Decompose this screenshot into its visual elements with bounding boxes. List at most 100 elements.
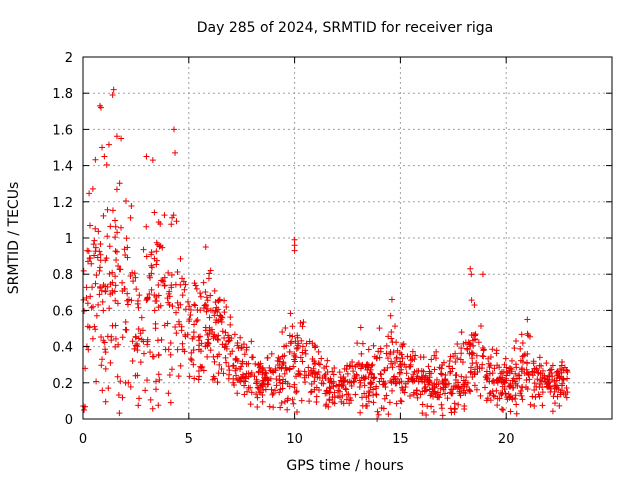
data-point	[187, 312, 194, 319]
data-point	[381, 367, 388, 374]
data-point	[218, 365, 225, 372]
data-point	[392, 323, 399, 330]
data-point	[90, 241, 97, 248]
data-point	[165, 269, 172, 276]
data-point	[113, 248, 120, 255]
data-point	[383, 392, 390, 399]
data-point	[153, 297, 160, 304]
data-point	[144, 377, 151, 384]
data-point	[132, 274, 139, 281]
data-point	[101, 153, 108, 160]
data-point	[143, 223, 150, 230]
data-point	[233, 355, 240, 362]
data-point	[97, 283, 104, 290]
data-point	[105, 141, 112, 148]
data-point	[466, 386, 473, 393]
data-point	[370, 399, 377, 406]
data-point	[359, 394, 366, 401]
data-point	[191, 375, 198, 382]
data-point	[197, 333, 204, 340]
data-point	[348, 379, 355, 386]
data-point	[518, 368, 525, 375]
data-point	[112, 248, 119, 255]
data-point	[493, 347, 500, 354]
data-point	[109, 207, 116, 214]
data-point	[159, 244, 166, 251]
data-point	[538, 362, 545, 369]
data-point	[454, 355, 461, 362]
data-point	[109, 269, 116, 276]
data-point	[336, 369, 343, 376]
data-point	[511, 345, 518, 352]
data-point	[431, 352, 438, 359]
data-point	[293, 389, 300, 396]
data-point	[487, 397, 494, 404]
data-point	[104, 233, 111, 240]
data-point	[388, 328, 395, 335]
data-point	[131, 270, 138, 277]
data-point	[404, 353, 411, 360]
data-point	[202, 327, 209, 334]
data-point	[474, 369, 481, 376]
data-point	[279, 385, 286, 392]
data-point	[329, 399, 336, 406]
data-point	[318, 355, 325, 362]
data-point	[519, 339, 526, 346]
data-point	[338, 398, 345, 405]
data-point	[503, 372, 510, 379]
data-point	[167, 351, 174, 358]
data-point	[403, 370, 410, 377]
data-point	[409, 348, 416, 355]
data-point	[556, 375, 563, 382]
data-point	[111, 288, 118, 295]
data-point	[531, 380, 538, 387]
data-point	[535, 391, 542, 398]
data-point	[288, 338, 295, 345]
data-point	[543, 360, 550, 367]
data-point	[229, 348, 236, 355]
data-point	[152, 325, 159, 332]
data-point	[118, 135, 125, 142]
data-point	[184, 298, 191, 305]
x-tick-label: 5	[185, 432, 193, 447]
y-tick-label: 0.6	[52, 304, 73, 319]
data-point	[387, 377, 394, 384]
data-point	[235, 375, 242, 382]
axis-ticks	[82, 56, 612, 420]
data-point	[241, 351, 248, 358]
data-point	[182, 306, 189, 313]
data-point	[444, 395, 451, 402]
data-point	[326, 379, 333, 386]
data-point	[261, 374, 268, 381]
data-point	[172, 149, 179, 156]
data-point	[548, 385, 555, 392]
data-point	[512, 380, 519, 387]
data-point	[116, 410, 123, 417]
data-point	[112, 343, 119, 350]
data-point	[221, 309, 228, 316]
data-point	[107, 291, 114, 298]
data-point	[239, 360, 246, 367]
data-point	[153, 261, 160, 268]
data-point	[99, 144, 106, 151]
data-point	[434, 394, 441, 401]
data-point	[431, 388, 438, 395]
data-point	[121, 285, 128, 292]
data-point	[391, 359, 398, 366]
data-point	[113, 186, 120, 193]
data-point	[533, 383, 540, 390]
data-point	[524, 385, 531, 392]
data-point	[469, 350, 476, 357]
data-point	[122, 326, 129, 333]
data-point	[506, 383, 513, 390]
data-point	[485, 355, 492, 362]
data-point	[260, 367, 267, 374]
data-point	[520, 352, 527, 359]
data-point	[323, 401, 330, 408]
data-point	[112, 297, 119, 304]
data-point	[452, 383, 459, 390]
data-point	[457, 392, 464, 399]
data-point	[301, 374, 308, 381]
data-point	[311, 378, 318, 385]
